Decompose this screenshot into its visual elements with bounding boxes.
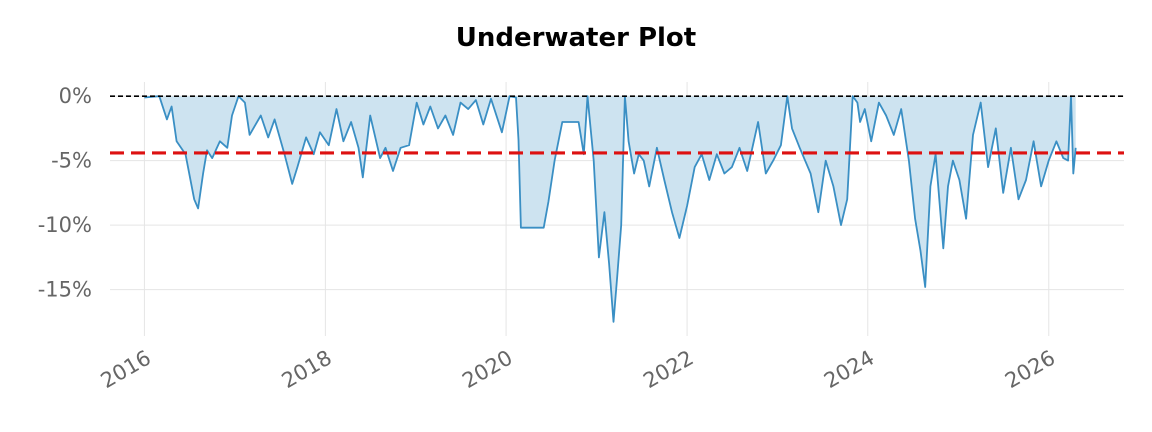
y-tick-label: -15% — [38, 278, 92, 302]
y-axis-ticks: 0% -5% -10% -15% — [38, 84, 92, 301]
x-tick-label: 2018 — [278, 346, 336, 394]
y-tick-label: 0% — [59, 84, 92, 108]
drawdown-area — [144, 95, 1077, 323]
drawdown-fill — [144, 96, 1076, 322]
x-axis-ticks: 2016 2018 2020 2022 2024 2026 — [97, 346, 1060, 394]
reference-lines — [110, 95, 1124, 155]
x-tick-label: 2020 — [458, 346, 516, 394]
chart-title: Underwater Plot — [456, 23, 696, 53]
drawdown-line — [144, 95, 1077, 323]
x-tick-label: 2022 — [639, 346, 697, 394]
x-tick-label: 2026 — [1001, 346, 1059, 394]
x-tick-label: 2016 — [97, 346, 155, 394]
y-tick-label: -10% — [38, 213, 92, 237]
x-tick-label: 2024 — [820, 346, 878, 394]
y-tick-label: -5% — [51, 149, 92, 173]
